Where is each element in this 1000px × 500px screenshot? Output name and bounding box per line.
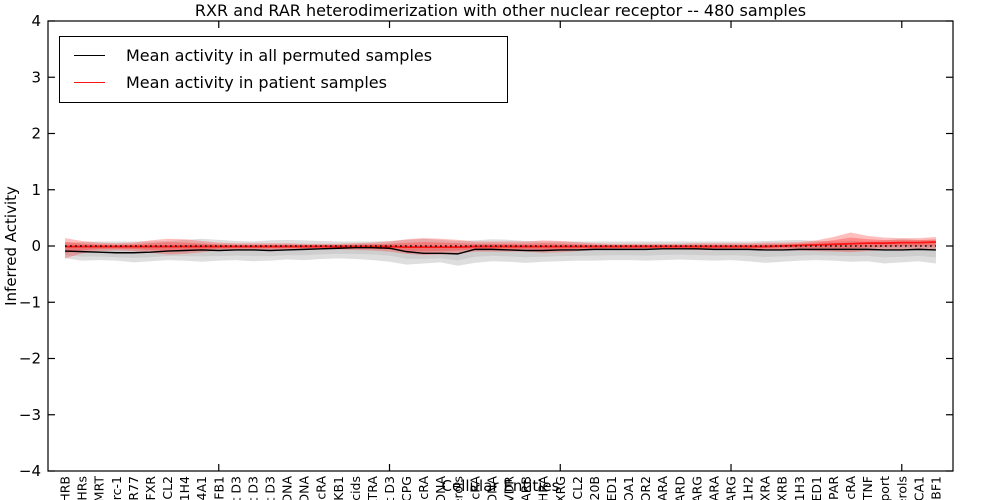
legend: Mean activity in all permuted samples Me… [59, 36, 508, 103]
x-category-label: RARs/VDR/DNA/Vit D3 [245, 476, 260, 500]
x-axis-label: Cellular Entities [441, 477, 560, 495]
legend-line-patient-icon [74, 82, 105, 83]
chart-title: RXR and RAR heterodimerization with othe… [194, 1, 807, 20]
permuted-mean-line [65, 246, 936, 255]
x-category-label: RXRs/VDR/DNA/Vit D3 [228, 476, 243, 500]
x-category-label: RARA [706, 476, 721, 500]
x-category-label: BCL2 [570, 476, 585, 500]
x-category-label: mol:Vit D3 [382, 476, 397, 500]
x-category-label: RXRs/LXRs/DNA [433, 476, 448, 500]
x-category-label: RARs/RARs/DNA/9cRA [314, 476, 329, 500]
legend-label-patient: Mean activity in patient samples [126, 73, 387, 92]
x-category-label: VDR [502, 476, 517, 500]
y-tick-label: 1 [31, 181, 41, 199]
x-category-label: cholesterol transport [877, 476, 892, 500]
x-category-label: NR1H3 [792, 476, 807, 500]
x-category-label: TGFB1 [211, 476, 226, 500]
x-category-label: RXRs/NUR77 [126, 476, 141, 500]
y-tick-label: 4 [31, 12, 41, 30]
x-category-label: RARs/THRs/DNA/Src-1 [109, 476, 124, 500]
y-tick-label: 0 [31, 237, 41, 255]
x-category-label: FAM120B [587, 476, 602, 500]
x-category-label: MED1 [604, 476, 619, 500]
x-category-label: RARs/THRs [75, 476, 90, 500]
permuted-spread-outer [65, 238, 936, 266]
x-category-label: NR1H4 [177, 476, 192, 500]
x-category-label: RXRs/FXR [143, 476, 158, 500]
x-category-label: THRA [536, 476, 551, 500]
x-category-label: RARG [724, 476, 739, 500]
x-category-label: THRB [58, 476, 73, 500]
x-category-label: RXRs/NUR77/BCL2 [160, 476, 175, 500]
x-category-label: RPS6KB1 [331, 476, 346, 500]
y-tick-label: −1 [19, 293, 41, 311]
x-category-label: RXRG [553, 476, 568, 500]
x-category-label: NR1H2 [741, 476, 756, 500]
x-category-label: RXRB [775, 476, 790, 500]
x-category-label: mol:ATRA [365, 476, 380, 500]
x-category-label: RXRs/LXRs/DNA/9cRA [843, 476, 858, 500]
x-category-label: VDR/VDR/DNA [484, 476, 499, 500]
y-tick-label: 3 [31, 68, 41, 86]
y-tick-label: 2 [31, 125, 41, 143]
x-category-label: RXRs/RXRs/DNA/9cRA [416, 476, 431, 500]
x-category-label: RARB [519, 476, 534, 500]
legend-label-permuted: Mean activity in all permuted samples [126, 46, 433, 65]
x-category-label: RXRs/PPAR/9cRA/PGJ2/DNA [297, 476, 312, 500]
x-category-label: NCOA1 [621, 476, 636, 500]
x-category-label: SREBF1 [928, 476, 943, 500]
x-category-label: RXRs/LXRs/DNA/Oxysterols [894, 476, 909, 500]
x-category-label: RXR alpha/CCPG [399, 476, 414, 500]
x-category-label: RXRs/FXR/9cRA/MED1 [809, 476, 824, 500]
x-category-label: VDR/VDR/Vit D3 [262, 476, 277, 500]
y-axis-label: Inferred Activity [2, 186, 20, 306]
x-category-label: RXRs/PPAR [826, 476, 841, 500]
x-category-label: mol:Oxysterols [450, 476, 465, 500]
x-category-label: TNF [860, 476, 875, 500]
x-category-label: mol:9cRA [467, 476, 482, 500]
x-category-label: RXRA [758, 476, 773, 500]
legend-entry-patient: Mean activity in patient samples [60, 69, 507, 96]
x-category-label: PPARA [655, 476, 670, 500]
x-category-label: RARs/THRs/DNA/SMRT [92, 476, 107, 500]
permuted-spread-inner [65, 243, 936, 261]
x-category-label: VDR/Vit D3/DNA [280, 476, 295, 500]
x-category-label: ABCA1 [911, 476, 926, 500]
y-tick-label: −2 [19, 350, 41, 368]
y-tick-label: −4 [19, 462, 41, 480]
x-category-label: NCOR2 [638, 476, 653, 500]
x-category-label: mol:Bile acids [348, 476, 363, 500]
legend-entry-permuted: Mean activity in all permuted samples [60, 42, 507, 69]
x-category-label: PPARG [689, 476, 704, 500]
x-category-label: PPARD [672, 476, 687, 500]
x-category-label: NR4A1 [194, 476, 209, 500]
legend-line-permuted-icon [74, 55, 105, 56]
y-tick-label: −3 [19, 406, 41, 424]
